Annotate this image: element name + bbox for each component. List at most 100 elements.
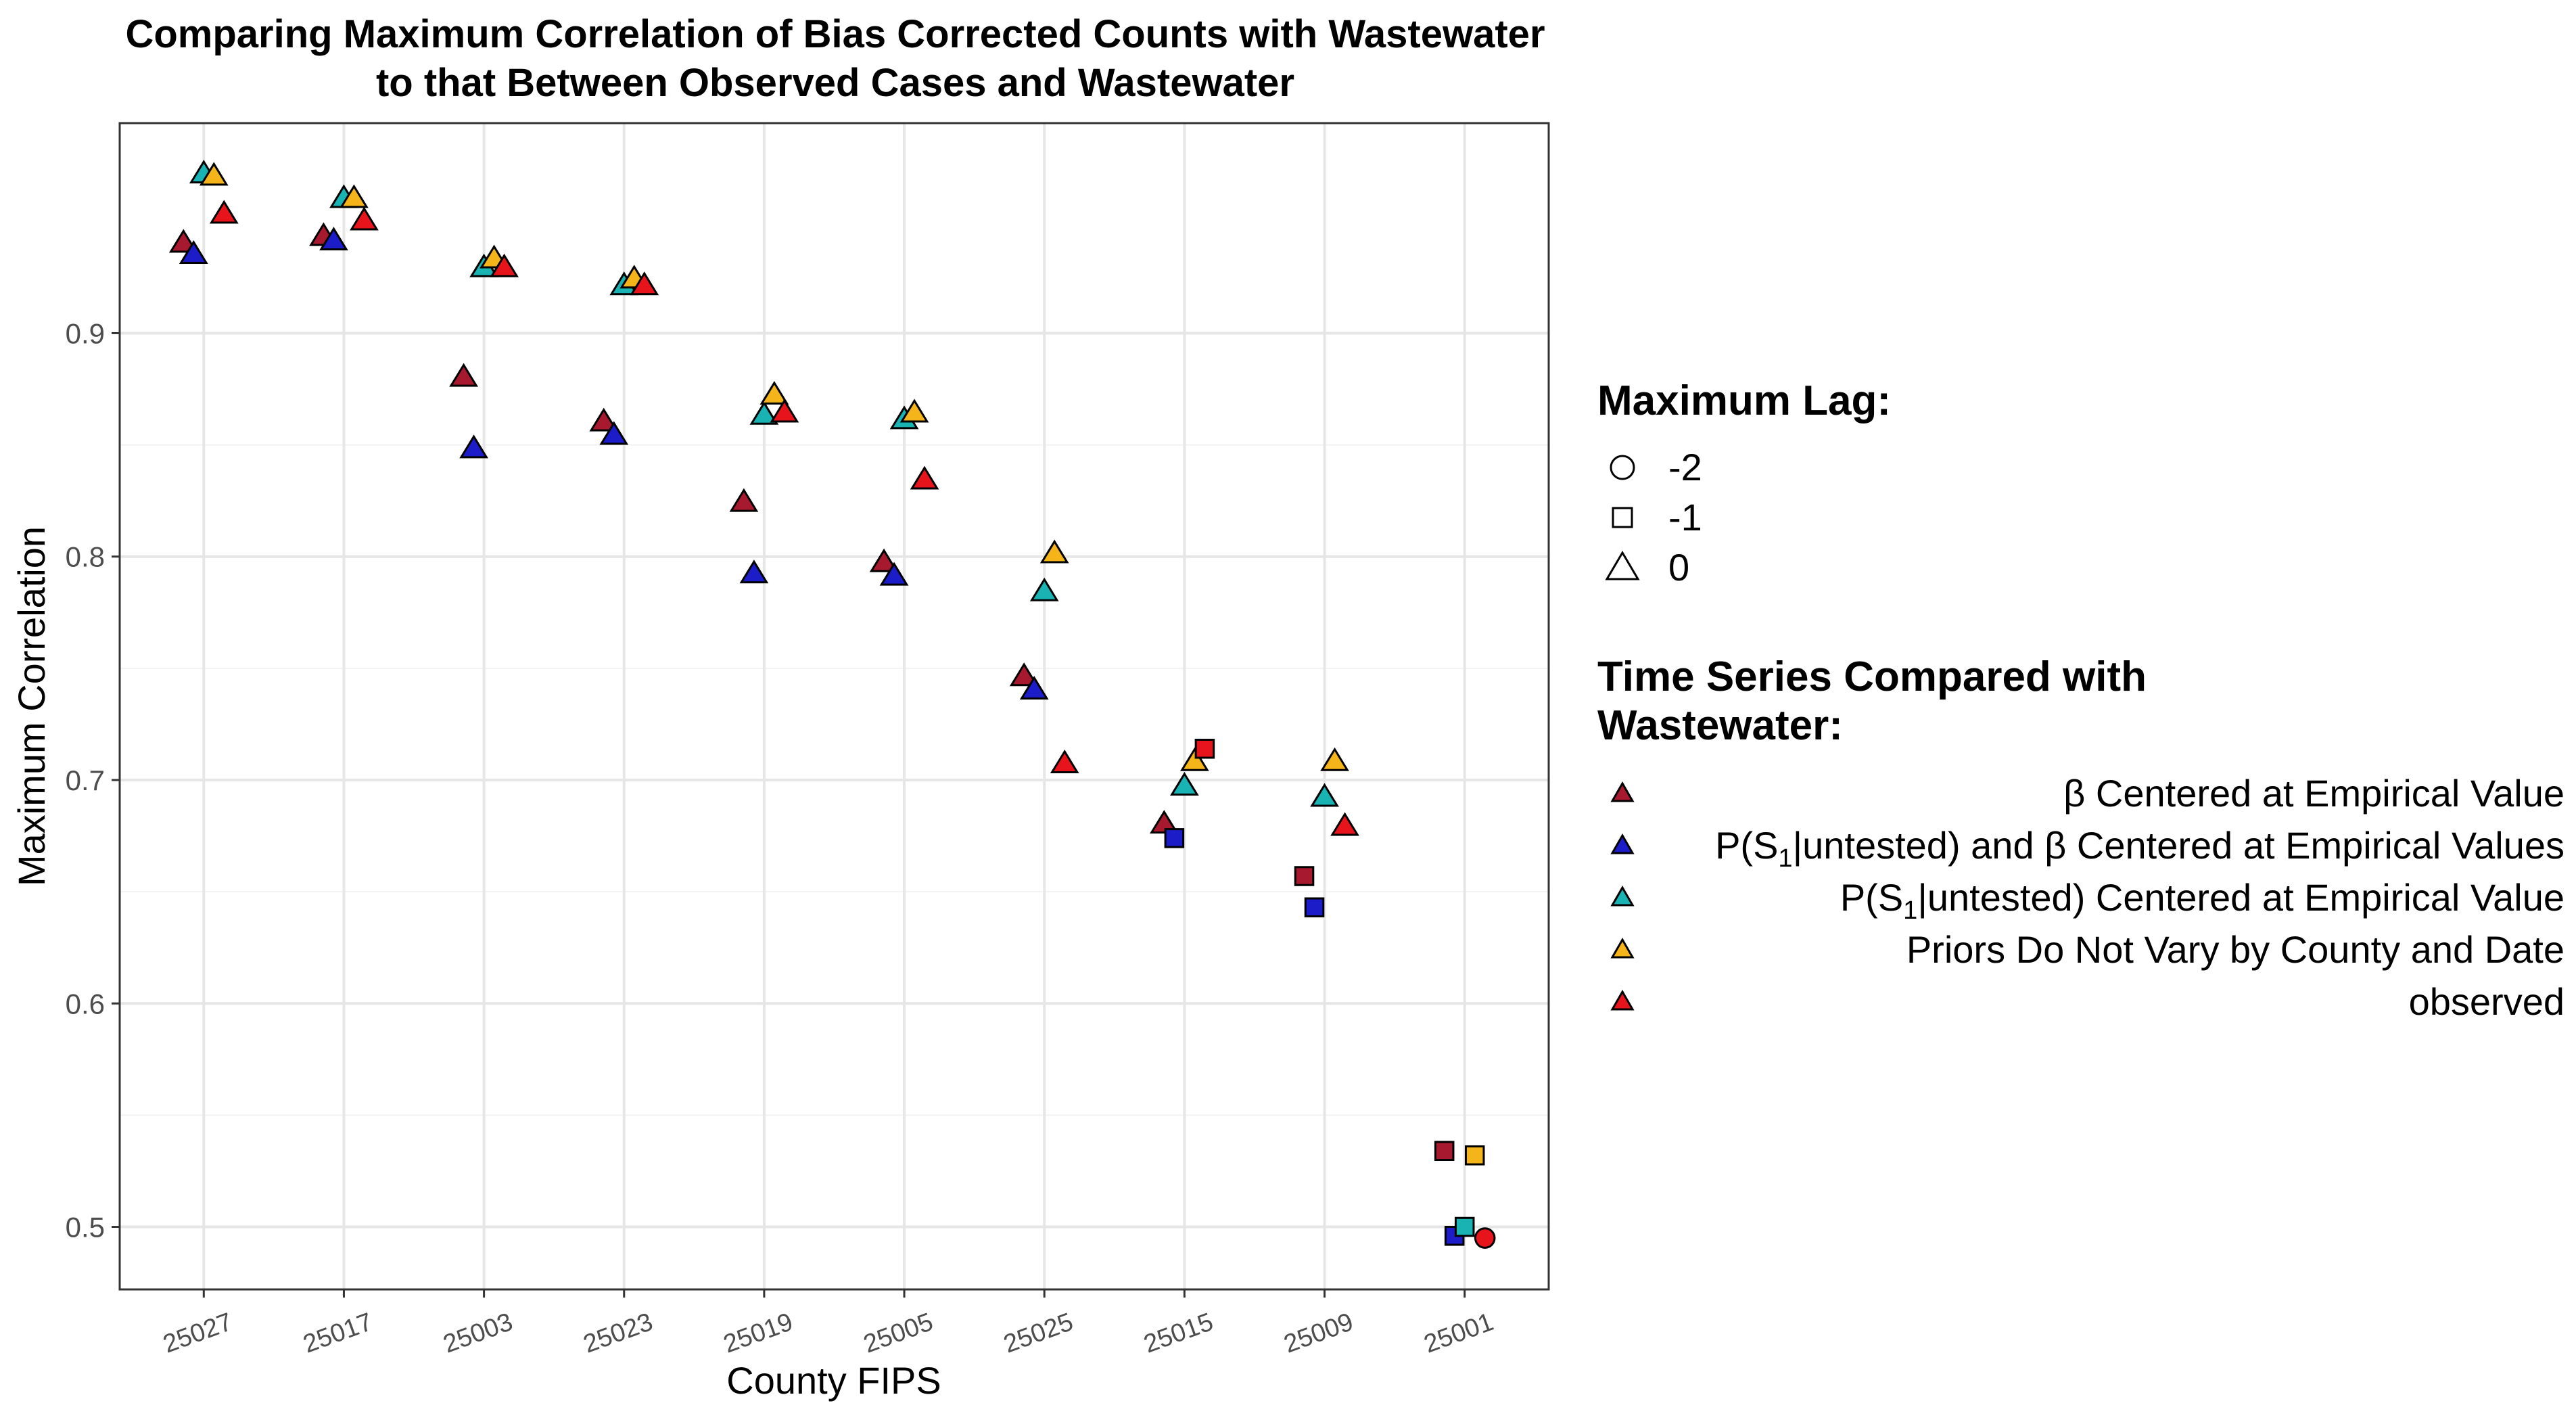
x-tick-label: 25009 [1280, 1308, 1357, 1359]
legend-swatch [1610, 989, 1635, 1011]
y-tick-label: 0.6 [66, 988, 105, 1020]
data-point-p [1029, 577, 1059, 601]
square-icon [1612, 507, 1633, 528]
data-point-observed [770, 398, 799, 423]
data-point-pbeta [1019, 676, 1049, 700]
legend-swatch [1610, 833, 1635, 854]
series-legend-label: Priors Do Not Vary by County and Date [1906, 928, 2565, 971]
y-tick-label: 0.9 [66, 317, 105, 349]
data-point-priors [1320, 747, 1349, 771]
data-point-beta [1434, 1141, 1455, 1161]
data-point-p [1310, 783, 1339, 807]
data-point-observed [1474, 1227, 1496, 1249]
data-point-priors [1464, 1145, 1485, 1166]
x-tick-label: 25015 [1140, 1308, 1217, 1359]
data-point-priors [339, 184, 369, 208]
data-point-p [1454, 1216, 1475, 1237]
data-point-beta [1150, 810, 1179, 834]
data-point-beta [1009, 662, 1039, 687]
data-point-pbeta [459, 434, 488, 459]
lag-legend-label: -2 [1668, 446, 1702, 488]
x-tick-label: 25003 [440, 1308, 517, 1359]
lag-legend-title: Maximum Lag: [1597, 377, 1892, 424]
data-point-beta [1294, 866, 1315, 886]
data-point-priors [1180, 747, 1209, 771]
triangle-icon [1610, 885, 1635, 907]
data-point-observed [1194, 738, 1215, 759]
data-point-p [749, 400, 779, 425]
legend-swatch [1610, 937, 1635, 959]
data-point-observed [490, 253, 519, 277]
chart-subtitle: to that Between Observed Cases and Waste… [375, 61, 1295, 105]
y-tick-label: 0.8 [66, 541, 105, 573]
data-point-pbeta [179, 240, 208, 264]
data-point-beta [729, 488, 759, 512]
series-legend-label: P(S1|untested) and β Centered at Empiric… [1715, 824, 2565, 873]
data-point-p [1170, 772, 1199, 796]
x-tick-label: 25027 [160, 1308, 237, 1359]
data-point-pbeta [879, 562, 909, 586]
data-points [168, 160, 1496, 1249]
series-legend-item: observed [1597, 977, 2565, 1027]
legend-shape [1605, 551, 1640, 580]
legend-swatch [1610, 885, 1635, 907]
data-point-beta [589, 407, 619, 432]
triangle-icon [1610, 937, 1635, 959]
x-tick-label: 25025 [1000, 1308, 1077, 1359]
lag-legend-item: -2 [1597, 442, 1868, 493]
legend-shape [1610, 455, 1635, 480]
legend-swatch [1610, 781, 1635, 802]
lag-legend-item: -1 [1597, 493, 1868, 543]
data-point-observed [1050, 750, 1079, 773]
triangle-icon [1610, 781, 1635, 802]
lag-legend-item: 0 [1597, 543, 1868, 593]
data-point-observed [1330, 812, 1359, 836]
data-point-priors [899, 398, 929, 423]
triangle-icon [1610, 989, 1635, 1011]
data-point-priors [759, 381, 789, 405]
data-point-pbeta [1164, 828, 1185, 848]
data-point-pbeta [319, 227, 348, 251]
major-gridlines [120, 123, 1549, 1289]
series-legend-label: observed [2408, 980, 2565, 1023]
y-axis-ticks: 0.5 0.6 0.7 0.8 0.9 [66, 317, 120, 1243]
series-legend-item: P(S1|untested) and β Centered at Empiric… [1597, 821, 2565, 873]
x-axis-ticks: 25027 25017 25003 25023 25019 25005 25025 25015… [160, 1289, 1497, 1359]
series-legend-label: P(S1|untested) Centered at Empirical Val… [1840, 876, 2565, 925]
lag-legend-label: -1 [1668, 496, 1702, 539]
series-legend-title-2: Wastewater: [1597, 702, 1843, 749]
data-point-beta [869, 548, 899, 572]
triangle-icon [1610, 833, 1635, 854]
x-tick-label: 25017 [300, 1308, 377, 1359]
data-point-beta [449, 363, 478, 387]
data-point-observed [350, 206, 379, 231]
x-tick-label: 25019 [720, 1308, 797, 1359]
x-tick-label: 25005 [860, 1308, 937, 1359]
triangle-icon [1605, 551, 1640, 580]
data-point-pbeta [739, 559, 769, 584]
plot-panel [120, 123, 1549, 1289]
series-legend-item: P(S1|untested) Centered at Empirical Val… [1597, 873, 2565, 925]
data-point-observed [630, 271, 659, 296]
x-tick-label: 25001 [1420, 1308, 1497, 1359]
x-axis-label: County FIPS [726, 1359, 941, 1402]
y-axis-label: Maximum Correlation [10, 526, 53, 886]
circle-icon [1610, 455, 1635, 480]
y-tick-label: 0.5 [66, 1212, 105, 1243]
data-point-priors [1039, 539, 1069, 564]
data-point-observed [910, 465, 939, 490]
lag-legend-label: 0 [1668, 546, 1690, 589]
series-legend-label: β Centered at Empirical Value [2063, 772, 2565, 815]
legend-shape [1612, 507, 1633, 528]
data-point-pbeta [599, 421, 629, 445]
series-legend-item: β Centered at Empirical Value [1597, 769, 2565, 819]
data-point-priors [199, 162, 229, 186]
data-point-pbeta [1304, 897, 1325, 918]
x-tick-label: 25023 [580, 1308, 657, 1359]
series-legend-item: Priors Do Not Vary by County and Date [1597, 925, 2565, 975]
data-point-observed [209, 200, 239, 224]
plot-border [118, 122, 1550, 1291]
minor-gridlines [120, 444, 1549, 1116]
series-legend-title: Time Series Compared with [1597, 654, 2147, 700]
